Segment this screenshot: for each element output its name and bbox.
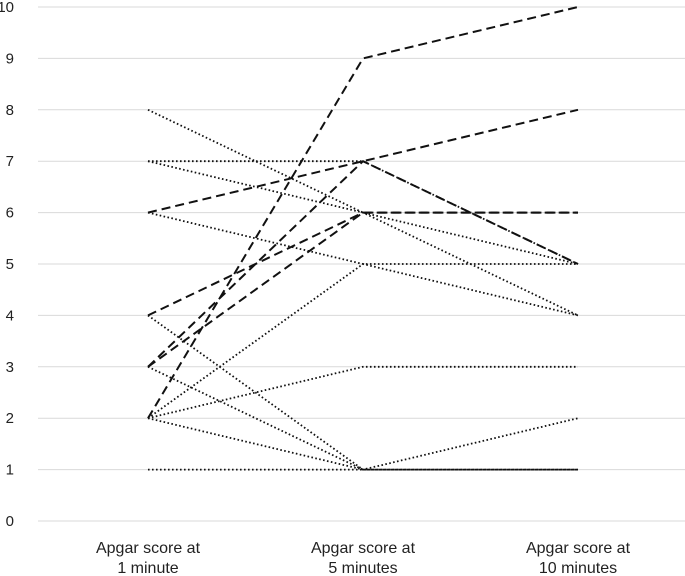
y-tick-label: 5 xyxy=(6,256,14,273)
series-line-3 xyxy=(147,159,579,368)
x-category-label: Apgar score at 5 minutes xyxy=(311,540,416,576)
gridlines xyxy=(38,6,685,522)
y-axis-tick-labels: 0 1 2 3 4 5 6 7 8 9 10 xyxy=(0,0,14,530)
series-line-4 xyxy=(147,211,578,368)
x-category-label-line: Apgar score at xyxy=(96,540,201,557)
x-category-label: Apgar score at 1 minute xyxy=(96,540,201,576)
y-tick-label: 9 xyxy=(6,50,14,67)
y-tick-label: 0 xyxy=(6,513,14,530)
x-category-label-line: 10 minutes xyxy=(539,560,617,576)
series-lines xyxy=(147,6,579,471)
series-line-11 xyxy=(147,314,578,471)
x-category-label-line: Apgar score at xyxy=(526,540,631,557)
y-tick-label: 1 xyxy=(6,462,14,479)
y-tick-label: 10 xyxy=(0,0,14,16)
x-category-label: Apgar score at 10 minutes xyxy=(526,540,631,576)
y-tick-label: 4 xyxy=(6,307,14,324)
y-tick-label: 8 xyxy=(6,102,14,119)
series-line-9 xyxy=(147,211,578,265)
series-line-6 xyxy=(147,108,579,265)
series-line-12 xyxy=(147,263,579,419)
x-category-label-line: 5 minutes xyxy=(328,560,397,576)
y-tick-label: 3 xyxy=(6,359,14,376)
series-line-13 xyxy=(147,365,578,420)
x-category-label-line: Apgar score at xyxy=(311,540,416,557)
series-line-1 xyxy=(147,6,579,419)
y-tick-label: 6 xyxy=(6,205,14,222)
x-category-label-line: 1 minute xyxy=(117,560,178,576)
series-line-8 xyxy=(147,160,579,317)
y-tick-label: 2 xyxy=(6,410,14,427)
y-tick-label: 7 xyxy=(6,153,14,170)
x-axis-category-labels: Apgar score at 1 minute Apgar score at 5 mi… xyxy=(96,540,631,576)
series-line-14 xyxy=(147,417,579,471)
series-line-2 xyxy=(147,108,579,214)
